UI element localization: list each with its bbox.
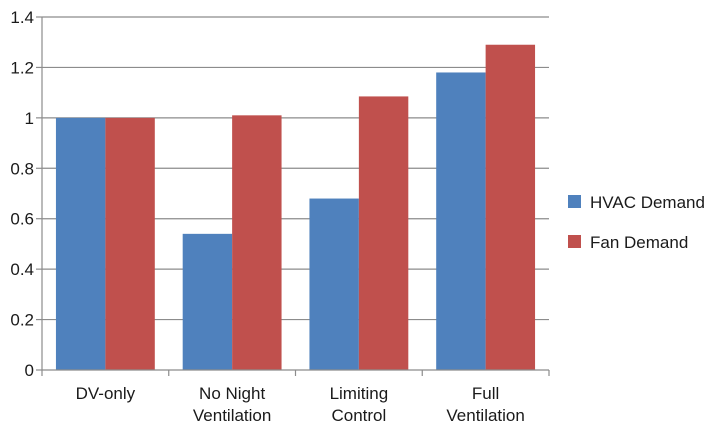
legend-label: HVAC Demand — [590, 193, 705, 212]
y-tick-label: 0.8 — [10, 159, 34, 178]
y-tick-label: 1.2 — [10, 58, 34, 77]
y-tick-label: 1.4 — [10, 8, 34, 27]
axes — [36, 16, 550, 376]
x-category-label: DV-only — [76, 384, 136, 403]
x-category-labels: DV-only No Night Ventilation Limiting Contro… — [76, 384, 525, 425]
bar-fan-demand-2 — [358, 96, 409, 371]
y-tick-label: 0.2 — [10, 311, 34, 330]
x-category-label: Full — [472, 384, 499, 403]
x-category-label: Ventilation — [446, 406, 524, 425]
y-tick-label: 1 — [25, 109, 34, 128]
legend-swatch — [568, 195, 581, 208]
y-tick-label: 0.6 — [10, 210, 34, 229]
legend-label: Fan Demand — [590, 233, 688, 252]
bar-fan-demand-0 — [105, 117, 155, 370]
bar-hvac-demand-2 — [309, 198, 359, 370]
bars — [55, 44, 536, 371]
bar-hvac-demand-1 — [182, 233, 233, 370]
legend-swatch — [568, 235, 581, 248]
y-tick-label: 0 — [25, 361, 34, 380]
legend: HVAC Demand Fan Demand — [568, 193, 705, 252]
y-tick-label: 0.4 — [10, 260, 34, 279]
x-category-label: No Night — [199, 384, 265, 403]
x-category-label: Limiting — [330, 384, 389, 403]
bar-hvac-demand-3 — [436, 72, 486, 370]
y-tick-labels: 0 0.2 0.4 0.6 0.8 1 1.2 1.4 — [10, 8, 34, 380]
bar-hvac-demand-0 — [55, 117, 106, 370]
x-category-label: Control — [331, 406, 386, 425]
bar-fan-demand-1 — [232, 115, 282, 370]
x-category-label: Ventilation — [193, 406, 271, 425]
bar-fan-demand-3 — [485, 44, 536, 370]
